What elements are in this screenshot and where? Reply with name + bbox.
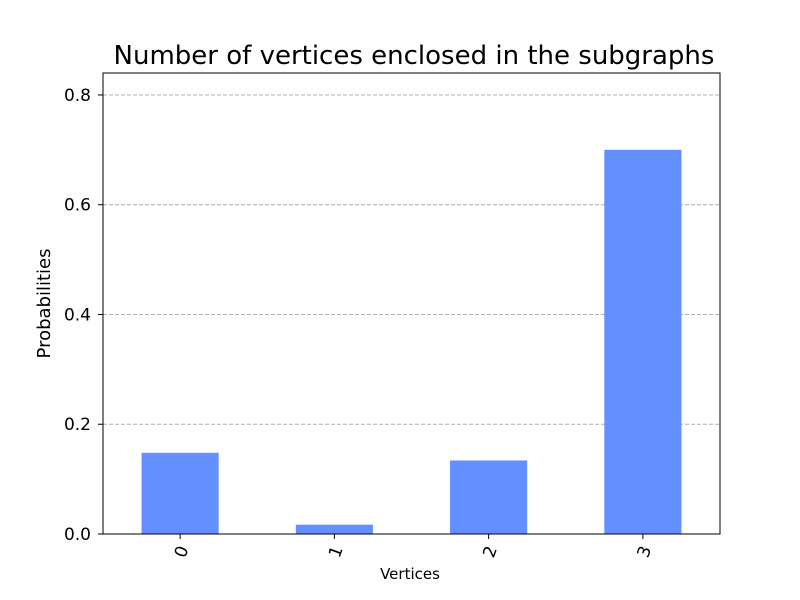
- axes-frame: [102, 72, 721, 535]
- x-axis: 0 1 2 3: [171, 534, 656, 561]
- y-tick-label: 0.4: [64, 305, 91, 325]
- grid-layer: [103, 94, 720, 425]
- y-tick-label: 0.6: [64, 196, 91, 216]
- y-tick-label: 0.8: [64, 86, 91, 106]
- x-tick-label: 3: [634, 543, 656, 560]
- y-tick-label: 0.2: [64, 415, 91, 435]
- bar-0: [141, 452, 219, 534]
- x-tick-label: 1: [325, 543, 347, 560]
- chart-title: Number of vertices enclosed in the subgr…: [114, 41, 715, 71]
- y-axis: 0.0 0.2 0.4 0.6 0.8: [64, 86, 103, 545]
- x-tick-label: 0: [171, 543, 193, 560]
- bars-layer: [141, 149, 682, 535]
- bar-2: [450, 460, 528, 534]
- y-axis-label: Probabilities: [34, 249, 55, 359]
- y-tick-label: 0.0: [64, 525, 91, 545]
- bar-1: [295, 524, 373, 534]
- x-axis-label: Vertices: [380, 565, 440, 583]
- bar-3: [604, 149, 682, 535]
- x-tick-label: 2: [479, 543, 501, 560]
